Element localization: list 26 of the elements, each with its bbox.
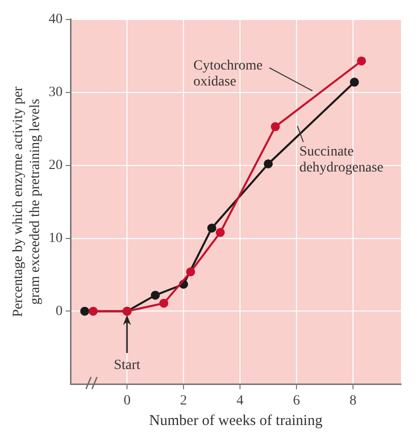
point	[216, 228, 225, 237]
annotation: Start	[114, 358, 140, 373]
point	[88, 306, 98, 316]
point	[356, 56, 366, 66]
x-tick-label: 4	[236, 393, 244, 408]
x-axis-title: Number of weeks of training	[149, 412, 323, 429]
x-tick-label: 0	[124, 393, 131, 408]
series-label: Succinate dehydrogenase	[299, 144, 384, 176]
y-tick-label: 20	[48, 158, 63, 173]
point	[80, 306, 90, 316]
y-tick-label: 40	[48, 12, 63, 28]
y-tick-label: 30	[48, 85, 63, 100]
y-axis-title: Percentage by which enzyme activity per gram exceeded the pretraining levels	[11, 86, 43, 318]
point	[350, 78, 359, 87]
x-tick-label: 2	[180, 393, 188, 408]
point	[159, 298, 168, 308]
point	[270, 122, 280, 132]
text: Cytochrome oxidase	[193, 58, 263, 90]
y-tick-label: 0	[56, 304, 63, 319]
point	[186, 267, 196, 276]
x-tick-label: 6	[293, 393, 300, 408]
point	[264, 159, 273, 168]
point	[150, 290, 160, 300]
point	[207, 224, 216, 233]
x-tick-label: 8	[349, 393, 356, 408]
y-tick-label: 10	[48, 230, 63, 246]
